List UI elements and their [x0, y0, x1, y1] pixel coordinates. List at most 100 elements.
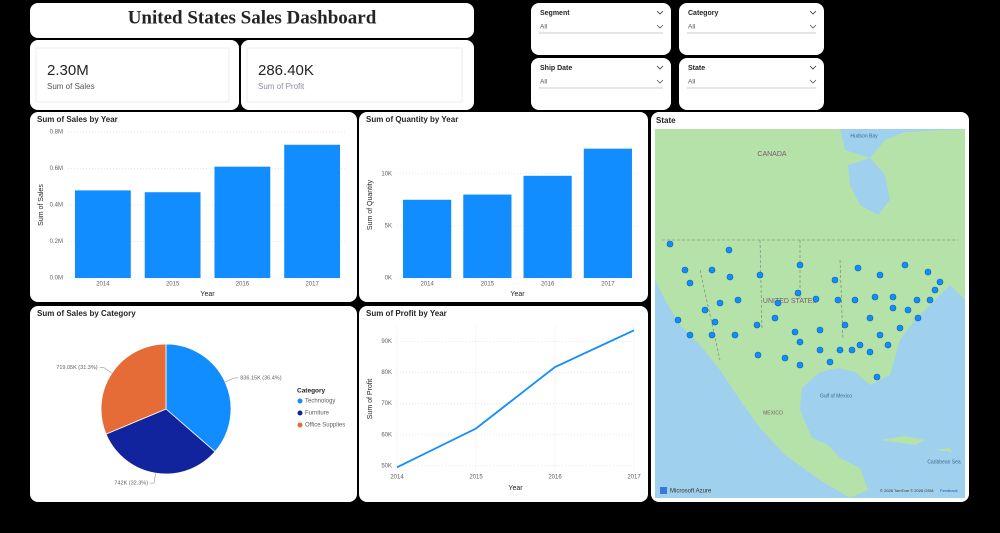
- slicer-value: All: [688, 24, 696, 31]
- map-point[interactable]: [771, 314, 779, 322]
- map-point[interactable]: [725, 246, 733, 254]
- map-point[interactable]: [884, 341, 892, 349]
- map-point[interactable]: [726, 273, 734, 281]
- map-point[interactable]: [753, 321, 761, 329]
- map-point[interactable]: [812, 295, 820, 303]
- map-point[interactable]: [871, 293, 879, 301]
- map-point[interactable]: [926, 296, 934, 304]
- x-tick-label: 2015: [481, 282, 495, 288]
- map-point[interactable]: [913, 296, 921, 304]
- bar: [214, 166, 271, 278]
- map-point[interactable]: [896, 324, 904, 332]
- map-point[interactable]: [889, 293, 897, 301]
- map-point[interactable]: [841, 321, 849, 329]
- chart-title: Sum of Profit by Year: [366, 309, 447, 318]
- map-point[interactable]: [674, 316, 682, 324]
- line: [396, 329, 635, 469]
- map-point[interactable]: [826, 358, 834, 366]
- map-point[interactable]: [794, 289, 802, 297]
- map-land: [655, 129, 965, 498]
- data-label: 836.15K (36.4%): [240, 375, 281, 381]
- map-point[interactable]: [781, 354, 789, 362]
- y-tick-label: 60K: [381, 432, 392, 438]
- azure-logo: [660, 487, 667, 494]
- map-point[interactable]: [836, 346, 844, 354]
- map-point[interactable]: [876, 271, 884, 279]
- map-point[interactable]: [866, 314, 874, 322]
- map-point[interactable]: [774, 299, 782, 307]
- map-point[interactable]: [731, 331, 739, 339]
- kpi-value: 2.30M: [47, 62, 89, 79]
- slicer[interactable]: [679, 58, 824, 110]
- map-point[interactable]: [734, 296, 742, 304]
- slicer[interactable]: [531, 3, 671, 55]
- bar: [463, 194, 512, 278]
- map-point[interactable]: [796, 361, 804, 369]
- x-tick-label: 2014: [420, 282, 434, 288]
- map-point[interactable]: [914, 314, 922, 322]
- map-point[interactable]: [711, 318, 719, 326]
- kpi-label: Sum of Profit: [258, 82, 305, 91]
- legend-label: Office Supplies: [305, 423, 345, 429]
- map-point[interactable]: [889, 304, 897, 312]
- map-point[interactable]: [856, 341, 864, 349]
- map-point[interactable]: [666, 240, 674, 248]
- x-tick-label: 2017: [305, 282, 319, 288]
- map-point[interactable]: [708, 331, 716, 339]
- map-point[interactable]: [848, 346, 856, 354]
- map-feedback[interactable]: Feedback: [940, 488, 958, 493]
- map-point[interactable]: [716, 299, 724, 307]
- map-label: MEXICO: [763, 410, 783, 416]
- map-point[interactable]: [681, 266, 689, 274]
- map-point[interactable]: [701, 306, 709, 314]
- map-point[interactable]: [708, 266, 716, 274]
- slicer[interactable]: [679, 3, 824, 55]
- x-tick-label: 2014: [96, 282, 110, 288]
- x-tick-label: 2017: [627, 475, 641, 481]
- kpi-frame: [246, 47, 463, 103]
- map-point[interactable]: [756, 271, 764, 279]
- map-point[interactable]: [754, 351, 762, 359]
- pie-slice: [165, 343, 232, 453]
- legend-swatch: [297, 410, 303, 416]
- map-point[interactable]: [854, 264, 862, 272]
- map-point[interactable]: [936, 278, 944, 286]
- chevron: [656, 24, 664, 29]
- map-point[interactable]: [924, 268, 932, 276]
- y-axis-label: Sum of Sales: [38, 184, 45, 226]
- y-axis-label: Sum of Quantity: [367, 179, 374, 230]
- map-point[interactable]: [904, 306, 912, 314]
- map-point[interactable]: [796, 338, 804, 346]
- map-point[interactable]: [851, 296, 859, 304]
- map-point[interactable]: [831, 276, 839, 284]
- x-tick-label: 2016: [548, 475, 562, 481]
- panel: [359, 306, 648, 502]
- map-borders: [662, 239, 958, 361]
- slicer-label: Segment: [540, 10, 570, 17]
- map-point[interactable]: [876, 331, 884, 339]
- map-point[interactable]: [834, 296, 842, 304]
- map-point[interactable]: [686, 331, 694, 339]
- map-point[interactable]: [816, 326, 824, 334]
- bar: [523, 175, 572, 278]
- data-label: 742K (32.3%): [114, 480, 148, 486]
- kpi-value: 286.40K: [258, 62, 314, 79]
- chevron: [809, 79, 817, 84]
- map-point[interactable]: [796, 261, 804, 269]
- map-point[interactable]: [873, 373, 881, 381]
- map-point[interactable]: [866, 348, 874, 356]
- slicer[interactable]: [531, 58, 671, 110]
- map-point[interactable]: [931, 286, 939, 294]
- kpi-frame: [35, 47, 230, 103]
- map-point[interactable]: [901, 261, 909, 269]
- legend-swatch: [297, 398, 303, 404]
- map-point[interactable]: [816, 346, 824, 354]
- chevron: [656, 10, 664, 15]
- map-point[interactable]: [791, 328, 799, 336]
- kpi-card: [241, 40, 474, 110]
- leader-line: [225, 377, 239, 383]
- map-point[interactable]: [686, 279, 694, 287]
- y-tick-label: 70K: [381, 401, 392, 407]
- y-axis-label: Sum of Profit: [367, 379, 374, 420]
- bar: [583, 148, 632, 278]
